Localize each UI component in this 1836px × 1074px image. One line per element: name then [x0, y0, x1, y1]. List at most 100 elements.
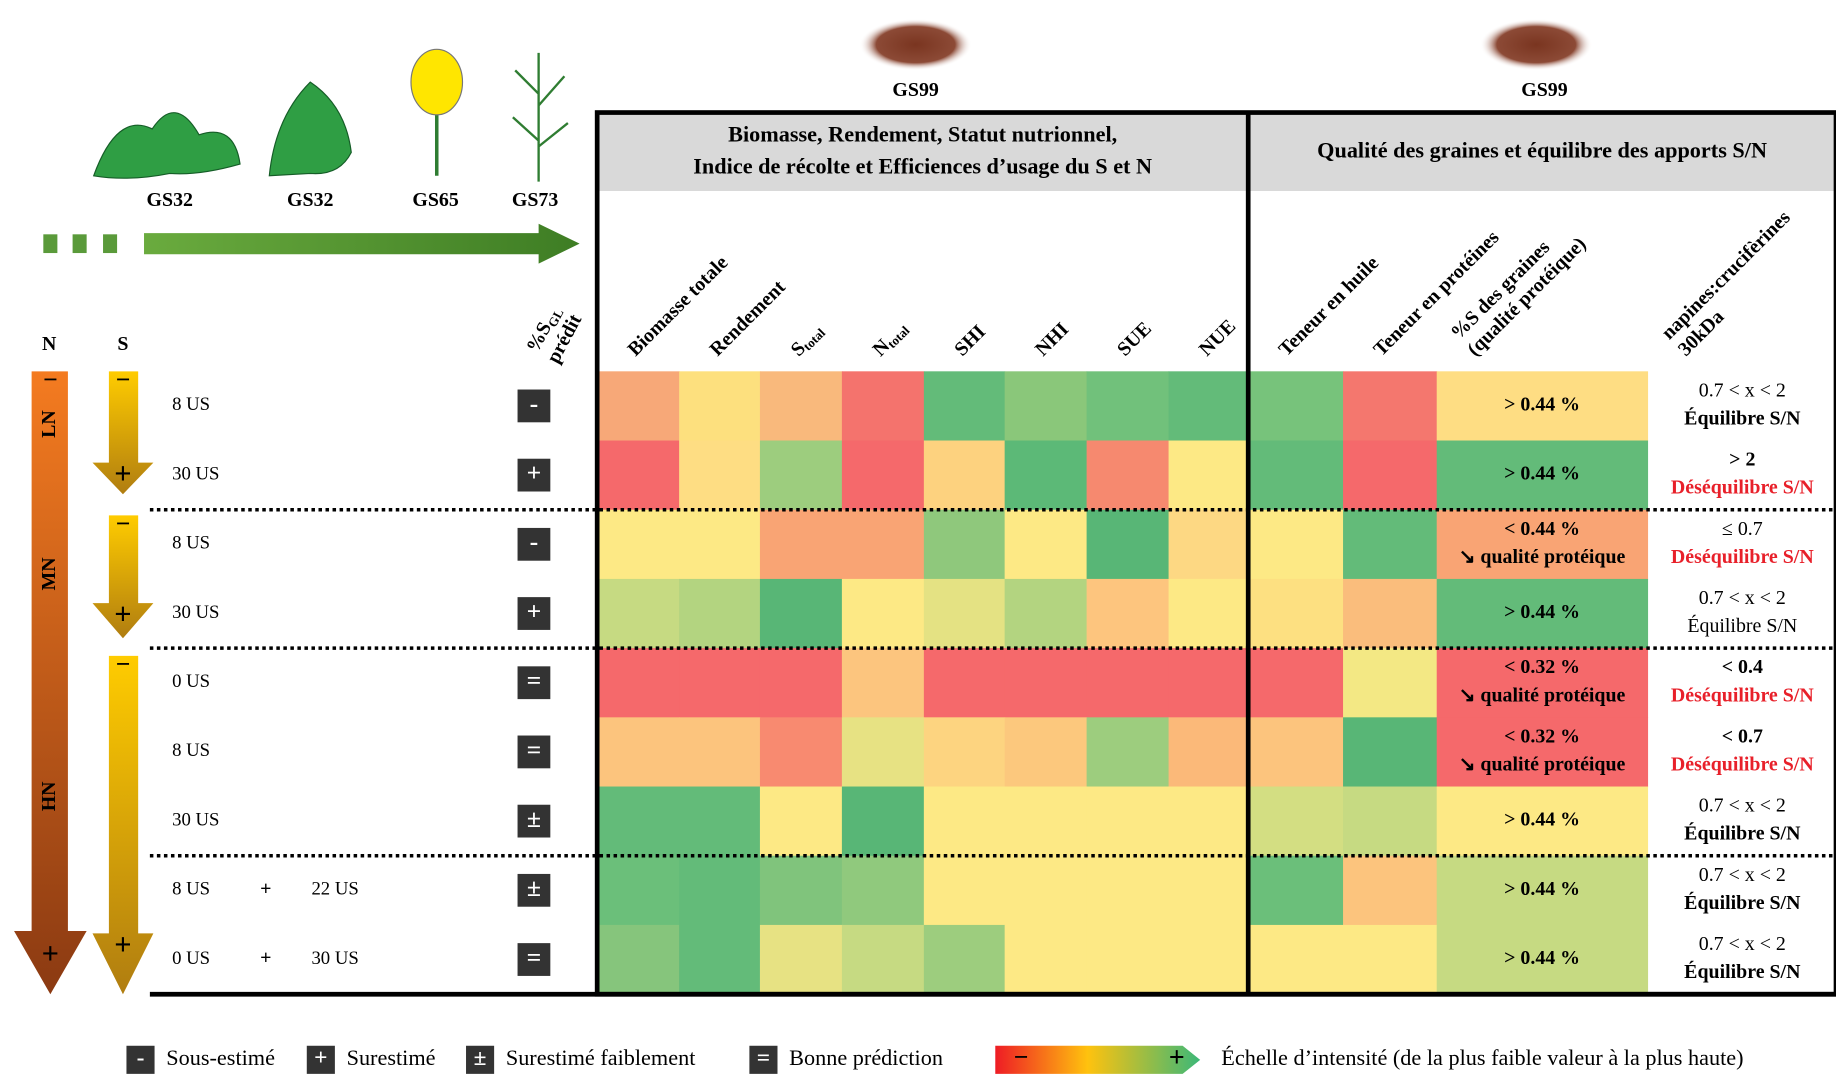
heat-cell: [759, 648, 843, 718]
heat-cell: [923, 578, 1006, 649]
n-level: LN: [38, 410, 60, 438]
column-header: NUE: [1195, 315, 1240, 360]
group-bg: [1249, 113, 1835, 191]
legend-box: [466, 1045, 495, 1074]
column-label: SUE: [1113, 318, 1156, 361]
balance-label: < 0.4: [1722, 656, 1763, 678]
balance-label: 0.7 < x < 2: [1699, 933, 1786, 955]
column-header: NHI: [1031, 318, 1073, 360]
prediction-box: [517, 943, 551, 976]
heat-cell: [1086, 717, 1170, 788]
column-header: Stotal: [786, 326, 828, 361]
heat-cell: [679, 509, 761, 580]
dose-label: 30 US: [172, 809, 219, 830]
heat-cell: [1248, 371, 1344, 442]
heat-cell: [1343, 855, 1438, 926]
heat-cell: [679, 578, 761, 649]
heat-cell: [1086, 786, 1170, 857]
heat-cell: [923, 371, 1006, 442]
column-header: SHI: [950, 321, 990, 361]
quality-label: > 0.44 %: [1504, 809, 1580, 831]
heat-cell: [1436, 717, 1649, 788]
heat-cell: [1004, 440, 1088, 511]
balance-label: 0.7 < x < 2: [1699, 379, 1786, 401]
heat-cell: [1248, 509, 1344, 580]
prediction-symbol: ±: [527, 873, 541, 902]
quality-label: ↘ qualité protéique: [1459, 754, 1626, 776]
column-header: %S des graines(qualité protéique): [1446, 233, 1590, 360]
heat-cell: [923, 717, 1006, 788]
column-label: NUE: [1195, 315, 1240, 360]
heat-cell: [1343, 440, 1438, 511]
heat-cell: [597, 717, 680, 788]
column-header: SUE: [1113, 318, 1156, 361]
heat-cell: [1168, 786, 1249, 857]
heat-cell: [841, 924, 925, 995]
n-level: MN: [38, 557, 60, 591]
heat-cell: [597, 855, 680, 926]
dose-label: 30 US: [172, 602, 219, 623]
heat-cell: [1086, 440, 1170, 511]
heat-cell: [759, 509, 843, 580]
heat-cell: [1343, 371, 1438, 442]
prediction-box: [517, 597, 551, 630]
stage-label: GS32: [147, 189, 193, 211]
prediction-box: [517, 389, 551, 423]
s-arrow: [92, 371, 154, 495]
quality-label: > 0.44 %: [1504, 878, 1580, 900]
legend-symbol: +: [314, 1045, 327, 1071]
heat-cell: [1168, 509, 1249, 580]
heat-cell: [1004, 717, 1088, 788]
heat-cell: [1248, 924, 1344, 995]
heat-cell: [1436, 855, 1649, 926]
balance-label: 0.7 < x < 2: [1699, 795, 1786, 817]
legend-label: Surestimé faiblement: [506, 1045, 696, 1070]
arrow-plus: +: [114, 597, 131, 631]
quality-label: ↘ qualité protéique: [1459, 546, 1626, 568]
prediction-symbol: -: [530, 389, 539, 418]
prediction-symbol: +: [527, 596, 542, 625]
stage-label: GS73: [512, 189, 558, 211]
heat-cell: [597, 924, 680, 995]
arrow-minus: −: [116, 509, 131, 538]
heat-cell: [1436, 924, 1649, 995]
prediction-symbol: ±: [527, 804, 541, 833]
stage-label: GS99: [892, 79, 938, 101]
dose-label: 0 US: [172, 671, 210, 692]
legend-box: [306, 1045, 335, 1074]
balance-label: < 0.7: [1722, 725, 1763, 747]
quality-label: > 0.44 %: [1504, 947, 1580, 969]
n-level: HN: [38, 781, 60, 811]
balance-label: Équilibre S/N: [1684, 407, 1801, 430]
heat-cell: [923, 509, 1006, 580]
heat-cell: [1248, 648, 1344, 718]
heat-cell: [841, 786, 925, 857]
prediction-symbol: =: [527, 666, 542, 695]
heat-cell: [1168, 371, 1249, 442]
column-label: NHI: [1031, 318, 1073, 360]
balance-label: 0.7 < x < 2: [1699, 864, 1786, 886]
heat-cell: [1004, 786, 1088, 857]
heat-cell: [841, 578, 925, 649]
heat-cell: [1343, 924, 1438, 995]
quality-label: ↘ qualité protéique: [1459, 684, 1626, 706]
heat-cell: [759, 786, 843, 857]
heat-cell: [841, 440, 925, 511]
group-header: Qualité des graines et équilibre des app…: [1317, 137, 1767, 162]
column-header: Rendement: [705, 276, 790, 361]
heat-cell: [841, 717, 925, 788]
heat-cell: [1168, 648, 1249, 718]
column-label: Ntotal: [868, 317, 912, 361]
seeds: [859, 18, 972, 71]
heat-cell: [597, 371, 680, 442]
heat-cell: [1436, 786, 1649, 857]
heat-cell: [759, 440, 843, 511]
balance-label: Déséquilibre S/N: [1671, 684, 1814, 706]
heat-cell: [679, 786, 761, 857]
dose-label: 22 US: [311, 879, 358, 900]
heat-cell: [759, 717, 843, 788]
prediction-symbol: =: [527, 942, 542, 971]
dose-label: 30 US: [311, 948, 358, 969]
s-arrow: [92, 515, 154, 639]
